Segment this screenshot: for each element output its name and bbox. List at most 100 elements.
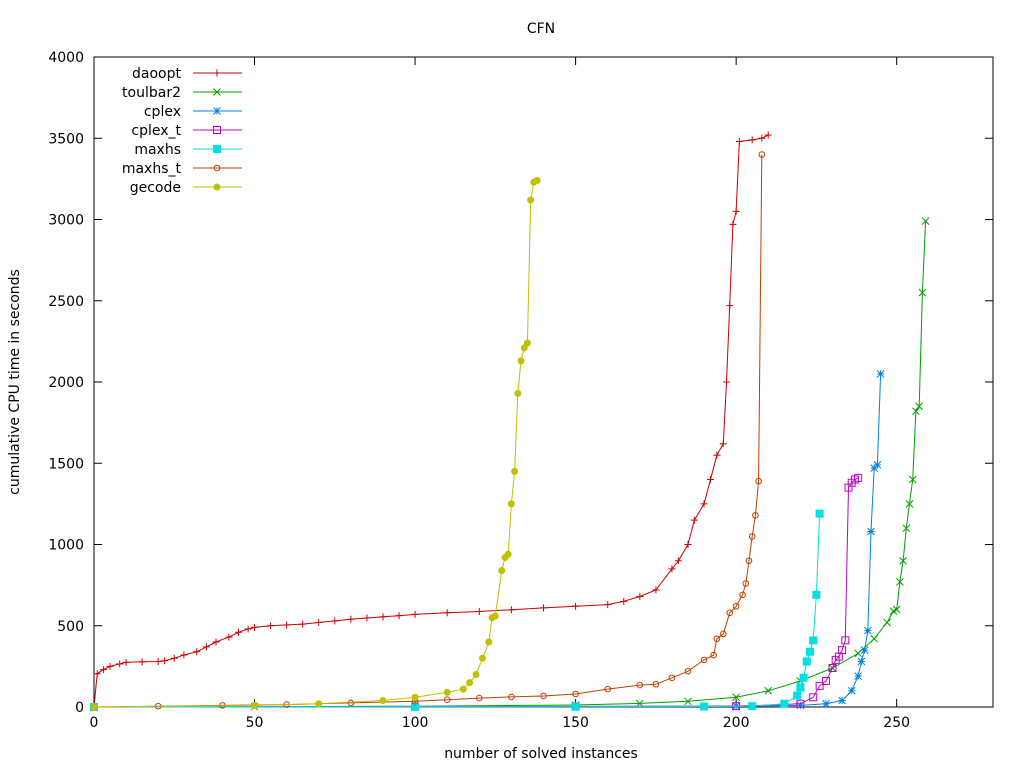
data-point-daoopt <box>706 476 714 483</box>
data-point-daoopt <box>379 613 387 621</box>
series-maxhs <box>90 509 824 711</box>
data-point-daoopt <box>234 628 242 636</box>
chart-title: CFN <box>527 21 555 37</box>
legend-label: maxhs <box>134 142 181 158</box>
y-tick-label: 1000 <box>48 538 84 554</box>
data-point-daoopt <box>572 602 580 610</box>
data-point-daoopt <box>170 654 178 662</box>
data-point-daoopt <box>723 378 731 386</box>
legend-item-daoopt: daoopt <box>132 66 242 82</box>
y-tick-label: 500 <box>57 619 84 635</box>
data-point-daoopt <box>636 593 644 600</box>
data-point-daoopt <box>735 138 743 145</box>
series-daoopt <box>90 131 772 711</box>
data-point-toulbar2 <box>684 697 692 706</box>
data-point-toulbar2 <box>870 634 879 643</box>
legend-item-gecode: gecode <box>130 180 242 196</box>
x-tick-label: 0 <box>90 715 99 731</box>
data-point-cplex <box>873 461 882 469</box>
data-point-cplex_t <box>838 646 847 655</box>
data-point-daoopt <box>331 617 339 625</box>
data-point-maxhs_t <box>758 151 766 158</box>
data-point-daoopt <box>652 586 660 594</box>
data-point-cplex_t <box>809 693 818 702</box>
data-point-toulbar2 <box>896 578 904 586</box>
data-point-gecode <box>379 697 387 704</box>
data-point-maxhs_t <box>739 591 746 599</box>
x-tick-label: 200 <box>723 715 750 731</box>
data-point-daoopt <box>411 610 419 618</box>
data-point-daoopt <box>283 621 291 629</box>
data-point-daoopt <box>225 633 233 641</box>
data-point-gecode <box>315 700 323 708</box>
data-point-cplex_t <box>822 677 831 685</box>
series-gecode <box>90 177 541 711</box>
legend-item-maxhs_t: maxhs_t <box>122 161 242 177</box>
data-point-cplex <box>863 626 872 635</box>
data-point-gecode <box>411 693 419 701</box>
data-point-daoopt <box>700 500 708 508</box>
data-point-daoopt <box>193 648 201 656</box>
data-point-toulbar2 <box>915 402 924 411</box>
data-point-gecode <box>527 196 535 204</box>
series-maxhs_t <box>90 151 766 711</box>
data-point-daoopt <box>684 541 692 548</box>
legend-label: daoopt <box>132 66 181 82</box>
legend-item-toulbar2: toulbar2 <box>122 85 242 101</box>
data-point-gecode <box>520 344 528 352</box>
data-point-daoopt <box>363 614 371 622</box>
data-point-maxhs <box>780 699 789 708</box>
data-point-daoopt <box>726 302 734 310</box>
data-point-toulbar2 <box>892 605 901 614</box>
data-point-maxhs_t <box>748 533 756 540</box>
data-point-daoopt <box>347 615 355 623</box>
y-tick-label: 4000 <box>48 50 84 66</box>
series-line-gecode <box>93 180 538 708</box>
data-point-toulbar2 <box>764 686 773 695</box>
data-point-gecode <box>511 467 519 475</box>
data-point-maxhs <box>700 702 709 711</box>
data-point-maxhs <box>571 702 580 711</box>
data-point-maxhs_t <box>700 656 708 664</box>
data-point-gecode <box>517 357 525 365</box>
legend-swatch-marker <box>213 88 221 96</box>
legend-swatch-marker <box>213 126 221 134</box>
y-tick-label: 0 <box>75 700 84 716</box>
data-point-maxhs_t <box>684 667 692 675</box>
data-point-maxhs_t <box>572 690 579 698</box>
data-point-daoopt <box>122 658 130 666</box>
data-point-daoopt <box>443 609 451 617</box>
data-point-cplex_t <box>841 636 850 645</box>
data-point-toulbar2 <box>902 524 911 533</box>
data-point-daoopt <box>212 638 220 646</box>
data-point-maxhs_t <box>713 635 721 643</box>
data-point-maxhs_t <box>732 602 740 610</box>
data-point-daoopt <box>116 660 124 668</box>
data-point-maxhs_t <box>652 680 660 688</box>
data-point-gecode <box>459 685 467 693</box>
data-point-cplex <box>857 657 866 666</box>
data-point-daoopt <box>315 619 323 626</box>
data-point-daoopt <box>93 670 101 678</box>
series-cplex <box>90 370 885 711</box>
data-point-gecode <box>251 701 259 709</box>
y-axis-label: cumulative CPU time in seconds <box>7 269 23 495</box>
data-point-toulbar2 <box>908 475 917 484</box>
data-point-toulbar2 <box>905 500 914 508</box>
data-point-maxhs <box>799 673 808 682</box>
data-point-maxhs <box>809 636 818 645</box>
data-point-daoopt <box>674 557 682 565</box>
data-point-cplex <box>854 672 863 680</box>
data-point-maxhs_t <box>745 557 753 565</box>
data-point-maxhs <box>411 702 420 711</box>
data-point-daoopt <box>668 565 676 573</box>
data-point-maxhs <box>793 691 802 700</box>
data-point-toulbar2 <box>854 649 863 658</box>
data-point-maxhs_t <box>508 693 515 701</box>
data-point-gecode <box>504 550 512 558</box>
data-point-daoopt <box>620 597 628 605</box>
data-point-maxhs_t <box>540 692 547 700</box>
data-point-cplex_t <box>796 699 805 708</box>
data-point-toulbar2 <box>883 618 891 627</box>
